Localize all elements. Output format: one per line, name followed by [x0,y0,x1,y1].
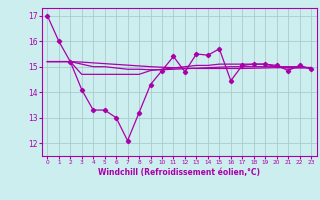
X-axis label: Windchill (Refroidissement éolien,°C): Windchill (Refroidissement éolien,°C) [98,168,260,177]
